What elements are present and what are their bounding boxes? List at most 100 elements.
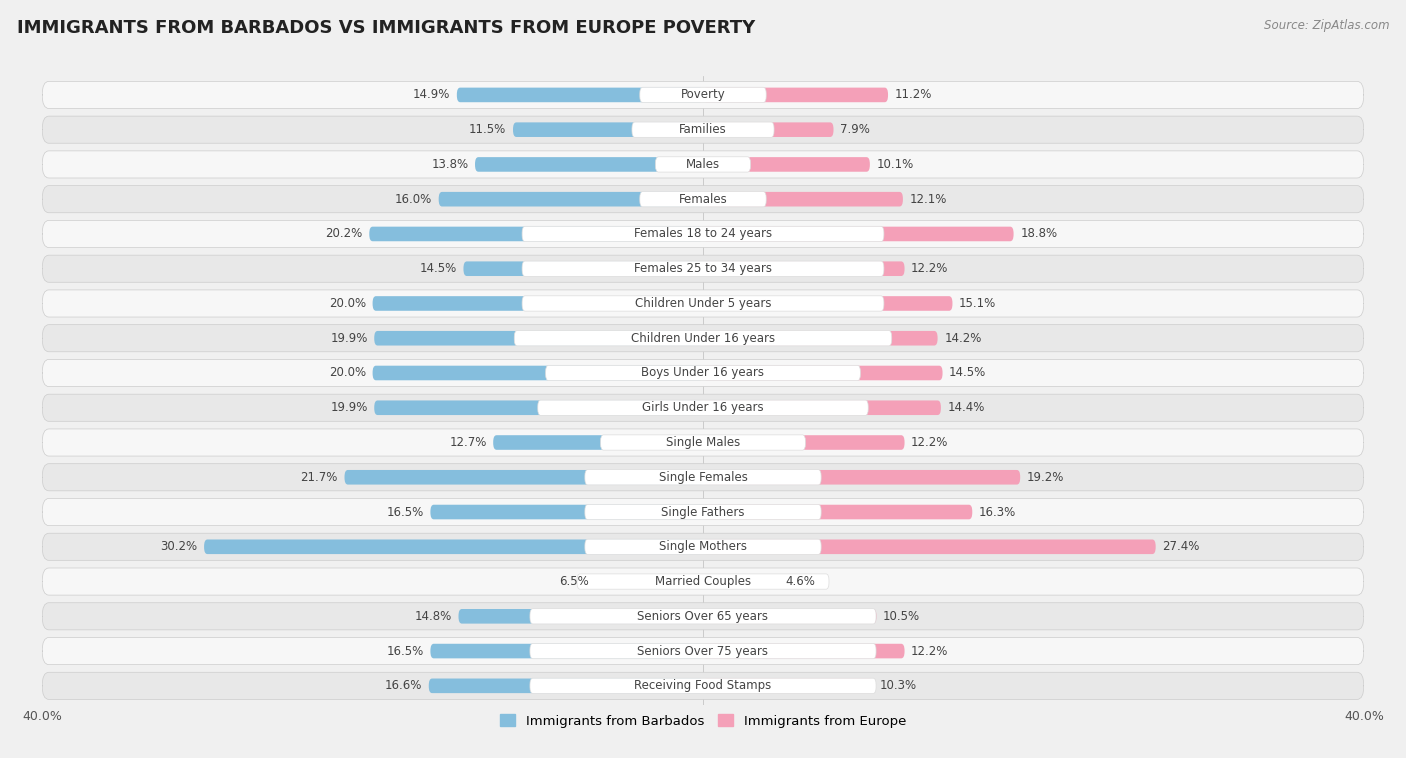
Text: Single Males: Single Males [666, 436, 740, 449]
Text: 14.4%: 14.4% [948, 401, 984, 415]
FancyBboxPatch shape [530, 678, 876, 694]
Text: Single Mothers: Single Mothers [659, 540, 747, 553]
Text: Source: ZipAtlas.com: Source: ZipAtlas.com [1264, 19, 1389, 32]
FancyBboxPatch shape [42, 499, 1364, 525]
Text: 13.8%: 13.8% [432, 158, 468, 171]
FancyBboxPatch shape [522, 227, 884, 242]
FancyBboxPatch shape [42, 221, 1364, 248]
Text: 21.7%: 21.7% [301, 471, 337, 484]
FancyBboxPatch shape [373, 365, 703, 381]
Text: 12.1%: 12.1% [910, 193, 946, 205]
FancyBboxPatch shape [42, 464, 1364, 491]
FancyBboxPatch shape [703, 470, 1021, 484]
FancyBboxPatch shape [373, 296, 703, 311]
FancyBboxPatch shape [537, 400, 868, 415]
Text: 15.1%: 15.1% [959, 297, 997, 310]
Text: 16.0%: 16.0% [395, 193, 432, 205]
FancyBboxPatch shape [475, 157, 703, 172]
Text: Single Females: Single Females [658, 471, 748, 484]
Text: 19.9%: 19.9% [330, 401, 367, 415]
FancyBboxPatch shape [42, 81, 1364, 108]
Text: Single Fathers: Single Fathers [661, 506, 745, 518]
Text: Females: Females [679, 193, 727, 205]
Text: 18.8%: 18.8% [1021, 227, 1057, 240]
FancyBboxPatch shape [370, 227, 703, 241]
Text: Children Under 5 years: Children Under 5 years [634, 297, 772, 310]
FancyBboxPatch shape [703, 678, 873, 693]
Text: IMMIGRANTS FROM BARBADOS VS IMMIGRANTS FROM EUROPE POVERTY: IMMIGRANTS FROM BARBADOS VS IMMIGRANTS F… [17, 19, 755, 37]
FancyBboxPatch shape [42, 568, 1364, 595]
FancyBboxPatch shape [596, 575, 703, 589]
FancyBboxPatch shape [703, 157, 870, 172]
FancyBboxPatch shape [42, 533, 1364, 560]
FancyBboxPatch shape [515, 330, 891, 346]
FancyBboxPatch shape [42, 324, 1364, 352]
Text: 16.3%: 16.3% [979, 506, 1017, 518]
FancyBboxPatch shape [631, 122, 775, 137]
Text: 20.2%: 20.2% [325, 227, 363, 240]
FancyBboxPatch shape [42, 151, 1364, 178]
FancyBboxPatch shape [457, 88, 703, 102]
FancyBboxPatch shape [464, 262, 703, 276]
Text: 14.5%: 14.5% [949, 366, 987, 380]
Text: 20.0%: 20.0% [329, 366, 366, 380]
Text: Families: Families [679, 124, 727, 136]
Text: Married Couples: Married Couples [655, 575, 751, 588]
FancyBboxPatch shape [42, 637, 1364, 665]
Text: Poverty: Poverty [681, 89, 725, 102]
Text: 7.9%: 7.9% [841, 124, 870, 136]
Text: 12.2%: 12.2% [911, 436, 949, 449]
FancyBboxPatch shape [703, 88, 889, 102]
FancyBboxPatch shape [42, 255, 1364, 282]
FancyBboxPatch shape [703, 122, 834, 137]
FancyBboxPatch shape [42, 290, 1364, 317]
Text: Children Under 16 years: Children Under 16 years [631, 332, 775, 345]
FancyBboxPatch shape [703, 365, 942, 381]
Text: 19.2%: 19.2% [1026, 471, 1064, 484]
Text: 16.5%: 16.5% [387, 506, 423, 518]
Text: 4.6%: 4.6% [786, 575, 815, 588]
Text: 10.5%: 10.5% [883, 609, 920, 623]
FancyBboxPatch shape [703, 435, 904, 449]
FancyBboxPatch shape [42, 186, 1364, 213]
FancyBboxPatch shape [344, 470, 703, 484]
Text: 12.2%: 12.2% [911, 262, 949, 275]
Text: 20.0%: 20.0% [329, 297, 366, 310]
FancyBboxPatch shape [530, 644, 876, 659]
FancyBboxPatch shape [374, 331, 703, 346]
Text: 14.8%: 14.8% [415, 609, 451, 623]
FancyBboxPatch shape [42, 603, 1364, 630]
FancyBboxPatch shape [640, 192, 766, 207]
FancyBboxPatch shape [703, 575, 779, 589]
FancyBboxPatch shape [576, 574, 830, 589]
Text: 12.7%: 12.7% [449, 436, 486, 449]
FancyBboxPatch shape [42, 394, 1364, 421]
Text: Receiving Food Stamps: Receiving Food Stamps [634, 679, 772, 692]
FancyBboxPatch shape [703, 262, 904, 276]
Text: 11.5%: 11.5% [470, 124, 506, 136]
Legend: Immigrants from Barbados, Immigrants from Europe: Immigrants from Barbados, Immigrants fro… [495, 709, 911, 733]
FancyBboxPatch shape [703, 644, 904, 659]
FancyBboxPatch shape [522, 296, 884, 311]
FancyBboxPatch shape [703, 400, 941, 415]
FancyBboxPatch shape [585, 504, 821, 520]
Text: Boys Under 16 years: Boys Under 16 years [641, 366, 765, 380]
FancyBboxPatch shape [42, 116, 1364, 143]
FancyBboxPatch shape [522, 261, 884, 277]
Text: 10.1%: 10.1% [876, 158, 914, 171]
Text: 27.4%: 27.4% [1163, 540, 1199, 553]
Text: 11.2%: 11.2% [894, 89, 932, 102]
FancyBboxPatch shape [204, 540, 703, 554]
FancyBboxPatch shape [585, 470, 821, 485]
FancyBboxPatch shape [703, 609, 876, 624]
FancyBboxPatch shape [640, 87, 766, 102]
Text: 30.2%: 30.2% [160, 540, 197, 553]
FancyBboxPatch shape [458, 609, 703, 624]
Text: Girls Under 16 years: Girls Under 16 years [643, 401, 763, 415]
FancyBboxPatch shape [703, 540, 1156, 554]
Text: 14.2%: 14.2% [945, 332, 981, 345]
Text: Females 25 to 34 years: Females 25 to 34 years [634, 262, 772, 275]
Text: 14.9%: 14.9% [413, 89, 450, 102]
Text: 19.9%: 19.9% [330, 332, 367, 345]
Text: 12.2%: 12.2% [911, 644, 949, 657]
